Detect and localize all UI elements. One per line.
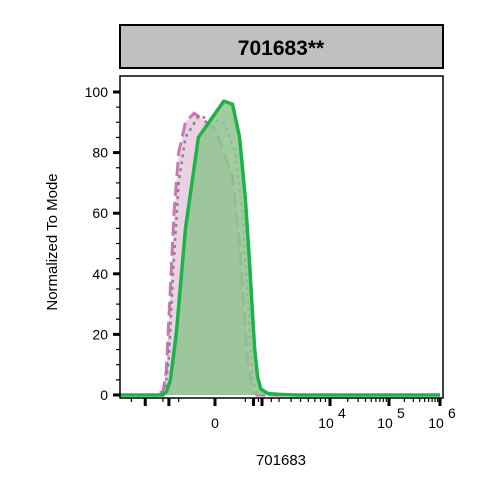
y-tick-label: 100	[85, 84, 109, 100]
chart-title: 701683**	[238, 37, 325, 60]
y-axis-title: Normalized To Mode	[44, 173, 61, 310]
x-tick-label-exponent: 6	[448, 405, 456, 421]
plot-frame	[119, 75, 444, 399]
title-banner	[119, 24, 444, 69]
x-tick-label: 0	[211, 415, 219, 431]
series-fill-green	[120, 101, 440, 395]
y-tick-label: 20	[92, 326, 108, 342]
y-tick-label: 40	[92, 266, 108, 282]
x-tick-label: 10	[428, 415, 444, 431]
x-tick-label-exponent: 5	[397, 405, 405, 421]
y-tick-label: 60	[92, 205, 108, 221]
x-tick-label: 10	[318, 415, 334, 431]
series-line-green	[120, 99, 440, 397]
y-tick-label: 80	[92, 145, 108, 161]
x-tick-label-exponent: 4	[338, 405, 346, 421]
y-tick-label: 0	[100, 387, 108, 403]
series-line-pink	[120, 111, 440, 397]
x-axis-title: 701683	[256, 452, 306, 469]
series-layer	[120, 99, 440, 397]
x-tick-label: 10	[377, 415, 393, 431]
